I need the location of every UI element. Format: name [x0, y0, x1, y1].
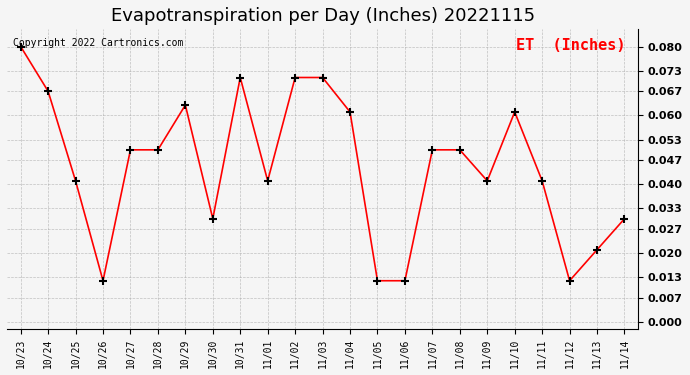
Text: Copyright 2022 Cartronics.com: Copyright 2022 Cartronics.com	[13, 38, 184, 48]
Text: ET  (Inches): ET (Inches)	[516, 38, 626, 53]
Title: Evapotranspiration per Day (Inches) 20221115: Evapotranspiration per Day (Inches) 2022…	[110, 7, 535, 25]
